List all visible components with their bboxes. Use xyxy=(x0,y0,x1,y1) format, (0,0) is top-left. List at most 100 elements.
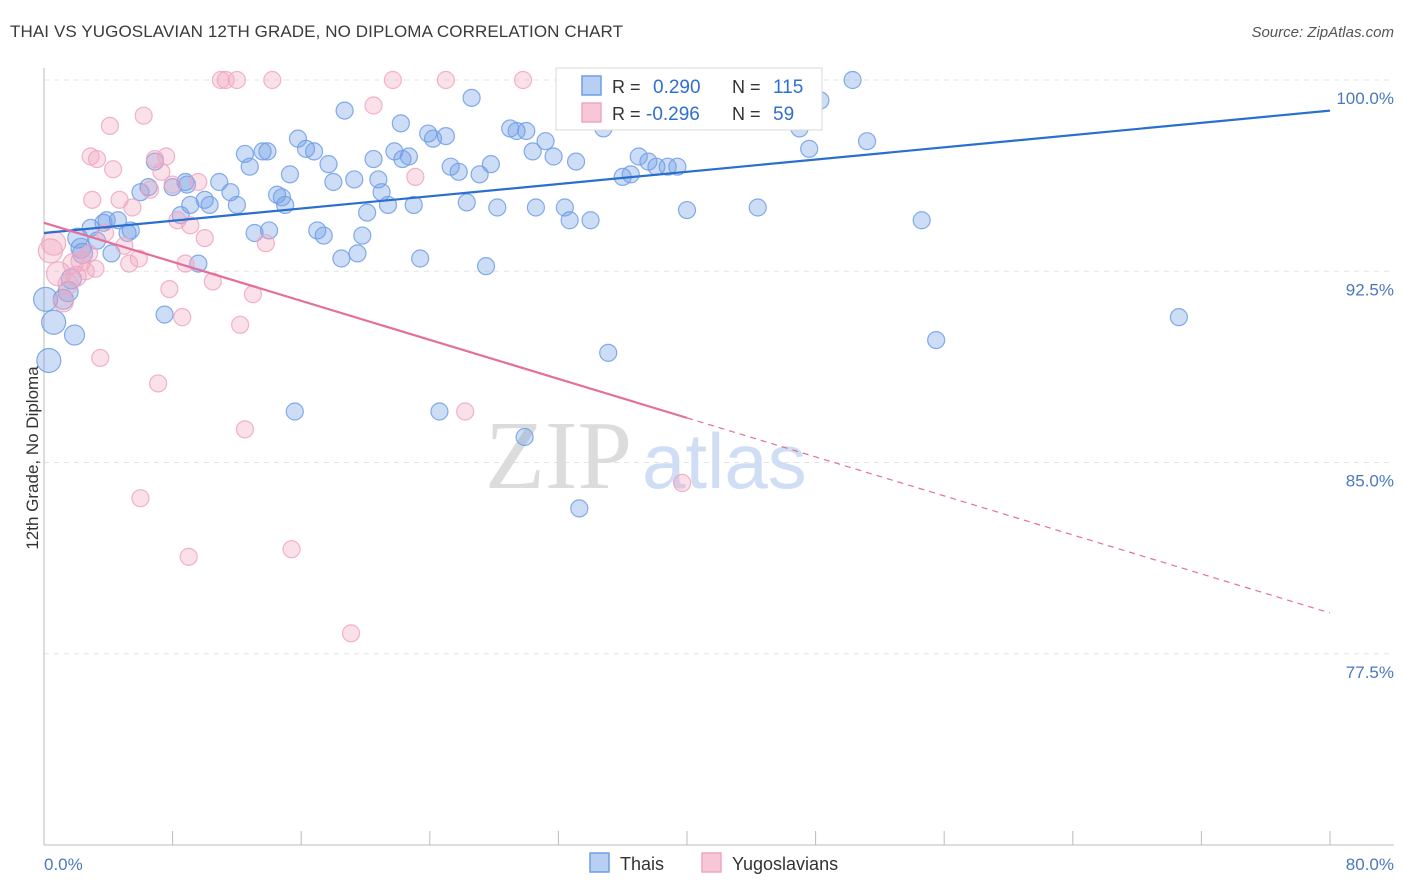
thais-point-45 xyxy=(335,101,354,120)
thais-point-58 xyxy=(411,249,430,268)
thais-point-44 xyxy=(332,249,351,268)
yugoslavians-point-1 xyxy=(41,230,67,256)
yugoslavians-point-16 xyxy=(104,160,123,179)
yugoslavians-point-15 xyxy=(100,116,120,136)
thais-point-43 xyxy=(324,172,343,192)
thais-point-67 xyxy=(470,165,489,184)
yugoslavians-point-41 xyxy=(235,420,255,439)
thais-point-68 xyxy=(476,257,496,276)
legend-yugoslavians-swatch xyxy=(581,102,602,123)
thais-point-89 xyxy=(629,147,648,166)
legend-yugoslavians-n-value: 59 xyxy=(773,104,794,125)
thais-point-47 xyxy=(348,244,367,263)
source-label: Source: ZipAtlas.com xyxy=(1251,24,1394,41)
yugoslavians-point-50 xyxy=(436,70,455,90)
thais-point-29 xyxy=(245,223,264,243)
legend-thais-swatch xyxy=(581,75,602,96)
thais-point-111 xyxy=(272,188,292,207)
thais-point-102 xyxy=(912,211,931,230)
thais-point-81 xyxy=(570,499,589,518)
yugoslavians-point-20 xyxy=(123,198,142,217)
thais-point-57 xyxy=(404,195,423,215)
legend-yugoslavians-r-label: R = xyxy=(612,104,641,124)
thais-point-94 xyxy=(677,200,697,220)
thais-point-92 xyxy=(658,157,677,176)
thais-point-66 xyxy=(462,88,481,107)
watermark-atlas: atlas xyxy=(642,417,807,505)
watermark-zip: ZIP xyxy=(485,402,632,510)
yugoslavians-point-21 xyxy=(129,249,148,268)
yugoslavians-point-19 xyxy=(120,254,139,273)
thais-trend-line xyxy=(43,109,1331,235)
thais-point-16 xyxy=(155,305,174,324)
stats-legend: R = 0.290 N = 115 R = -0.296 N = 59 xyxy=(555,67,823,131)
thais-point-41 xyxy=(314,226,333,245)
yugoslavians-point-31 xyxy=(173,308,192,327)
thais-point-85 xyxy=(599,343,618,362)
yugoslavians-point-33 xyxy=(181,216,200,235)
yugoslavians-point-28 xyxy=(160,280,179,299)
thais-point-36 xyxy=(285,402,304,421)
thais-point-72 xyxy=(507,121,526,141)
thais-point-65 xyxy=(457,193,476,212)
watermark: ZIP atlas xyxy=(485,402,807,510)
thais-point-42 xyxy=(319,155,338,174)
legend-thais-r-label: R = xyxy=(612,77,641,97)
yugoslavians-point-27 xyxy=(157,147,176,166)
thais-point-56 xyxy=(399,147,419,166)
yugoslavians-point-49 xyxy=(406,167,425,186)
yugoslavians-point-25 xyxy=(149,374,168,393)
yugoslavians-point-34 xyxy=(189,172,208,192)
thais-point-79 xyxy=(560,211,579,230)
series-yugoslavians-points xyxy=(37,70,692,643)
thais-point-76 xyxy=(536,132,555,151)
thais-point-113 xyxy=(517,121,536,141)
thais-point-73 xyxy=(515,427,534,447)
yugoslavians-point-45 xyxy=(282,540,301,559)
y-tick-labels: 77.5% 85.0% 92.5% 100.0% xyxy=(1336,89,1394,682)
yugoslavians-point-22 xyxy=(134,106,153,125)
thais-point-69 xyxy=(481,155,500,174)
bottom-legend-thais-label: Thais xyxy=(620,854,664,874)
yugoslavians-point-23 xyxy=(140,180,160,199)
y-axis-title: 12th Grade, No Diploma xyxy=(23,366,42,550)
thais-point-39 xyxy=(304,142,324,161)
thais-point-100 xyxy=(843,70,862,90)
thais-point-46 xyxy=(345,170,364,189)
trend-lines xyxy=(43,109,1331,614)
y-tick-label-1: 85.0% xyxy=(1346,472,1394,491)
yugoslavians-point-47 xyxy=(364,96,383,115)
yugoslavians-point-11 xyxy=(86,259,105,278)
legend-yugoslavians-n-label: N = xyxy=(732,104,761,124)
y-tick-label-2: 92.5% xyxy=(1346,280,1394,299)
thais-point-64 xyxy=(449,162,468,181)
yugoslavians-point-44 xyxy=(263,70,282,90)
legend-thais-n-label: N = xyxy=(732,77,761,97)
yugoslavians-point-40 xyxy=(231,315,250,334)
thais-point-112 xyxy=(391,114,410,133)
thais-point-114 xyxy=(621,165,640,184)
thais-point-0 xyxy=(36,347,62,374)
thais-point-104 xyxy=(1169,308,1188,327)
thais-point-4 xyxy=(63,324,86,346)
thais-point-22 xyxy=(195,190,214,209)
chart-title: THAI VS YUGOSLAVIAN 12TH GRADE, NO DIPLO… xyxy=(10,22,624,41)
yugoslavians-point-37 xyxy=(211,70,230,90)
thais-point-70 xyxy=(488,198,507,217)
thais-point-48 xyxy=(353,226,372,245)
yugoslavians-point-3 xyxy=(52,291,74,313)
yugoslavians-point-39 xyxy=(227,70,246,90)
thais-point-49 xyxy=(358,203,377,222)
yugoslavians-point-10 xyxy=(83,190,102,209)
yugoslavians-point-13 xyxy=(91,348,110,368)
thais-point-31 xyxy=(258,142,277,161)
yugoslavians-point-43 xyxy=(256,234,275,253)
yugoslavians-point-52 xyxy=(513,70,533,90)
thais-point-75 xyxy=(526,198,545,217)
thais-point-98 xyxy=(800,139,819,158)
yugoslavians-point-35 xyxy=(195,229,214,248)
bottom-legend-yugoslavians-swatch xyxy=(701,852,722,873)
x-tick-label-min: 0.0% xyxy=(44,855,83,874)
thais-point-35 xyxy=(280,165,300,184)
